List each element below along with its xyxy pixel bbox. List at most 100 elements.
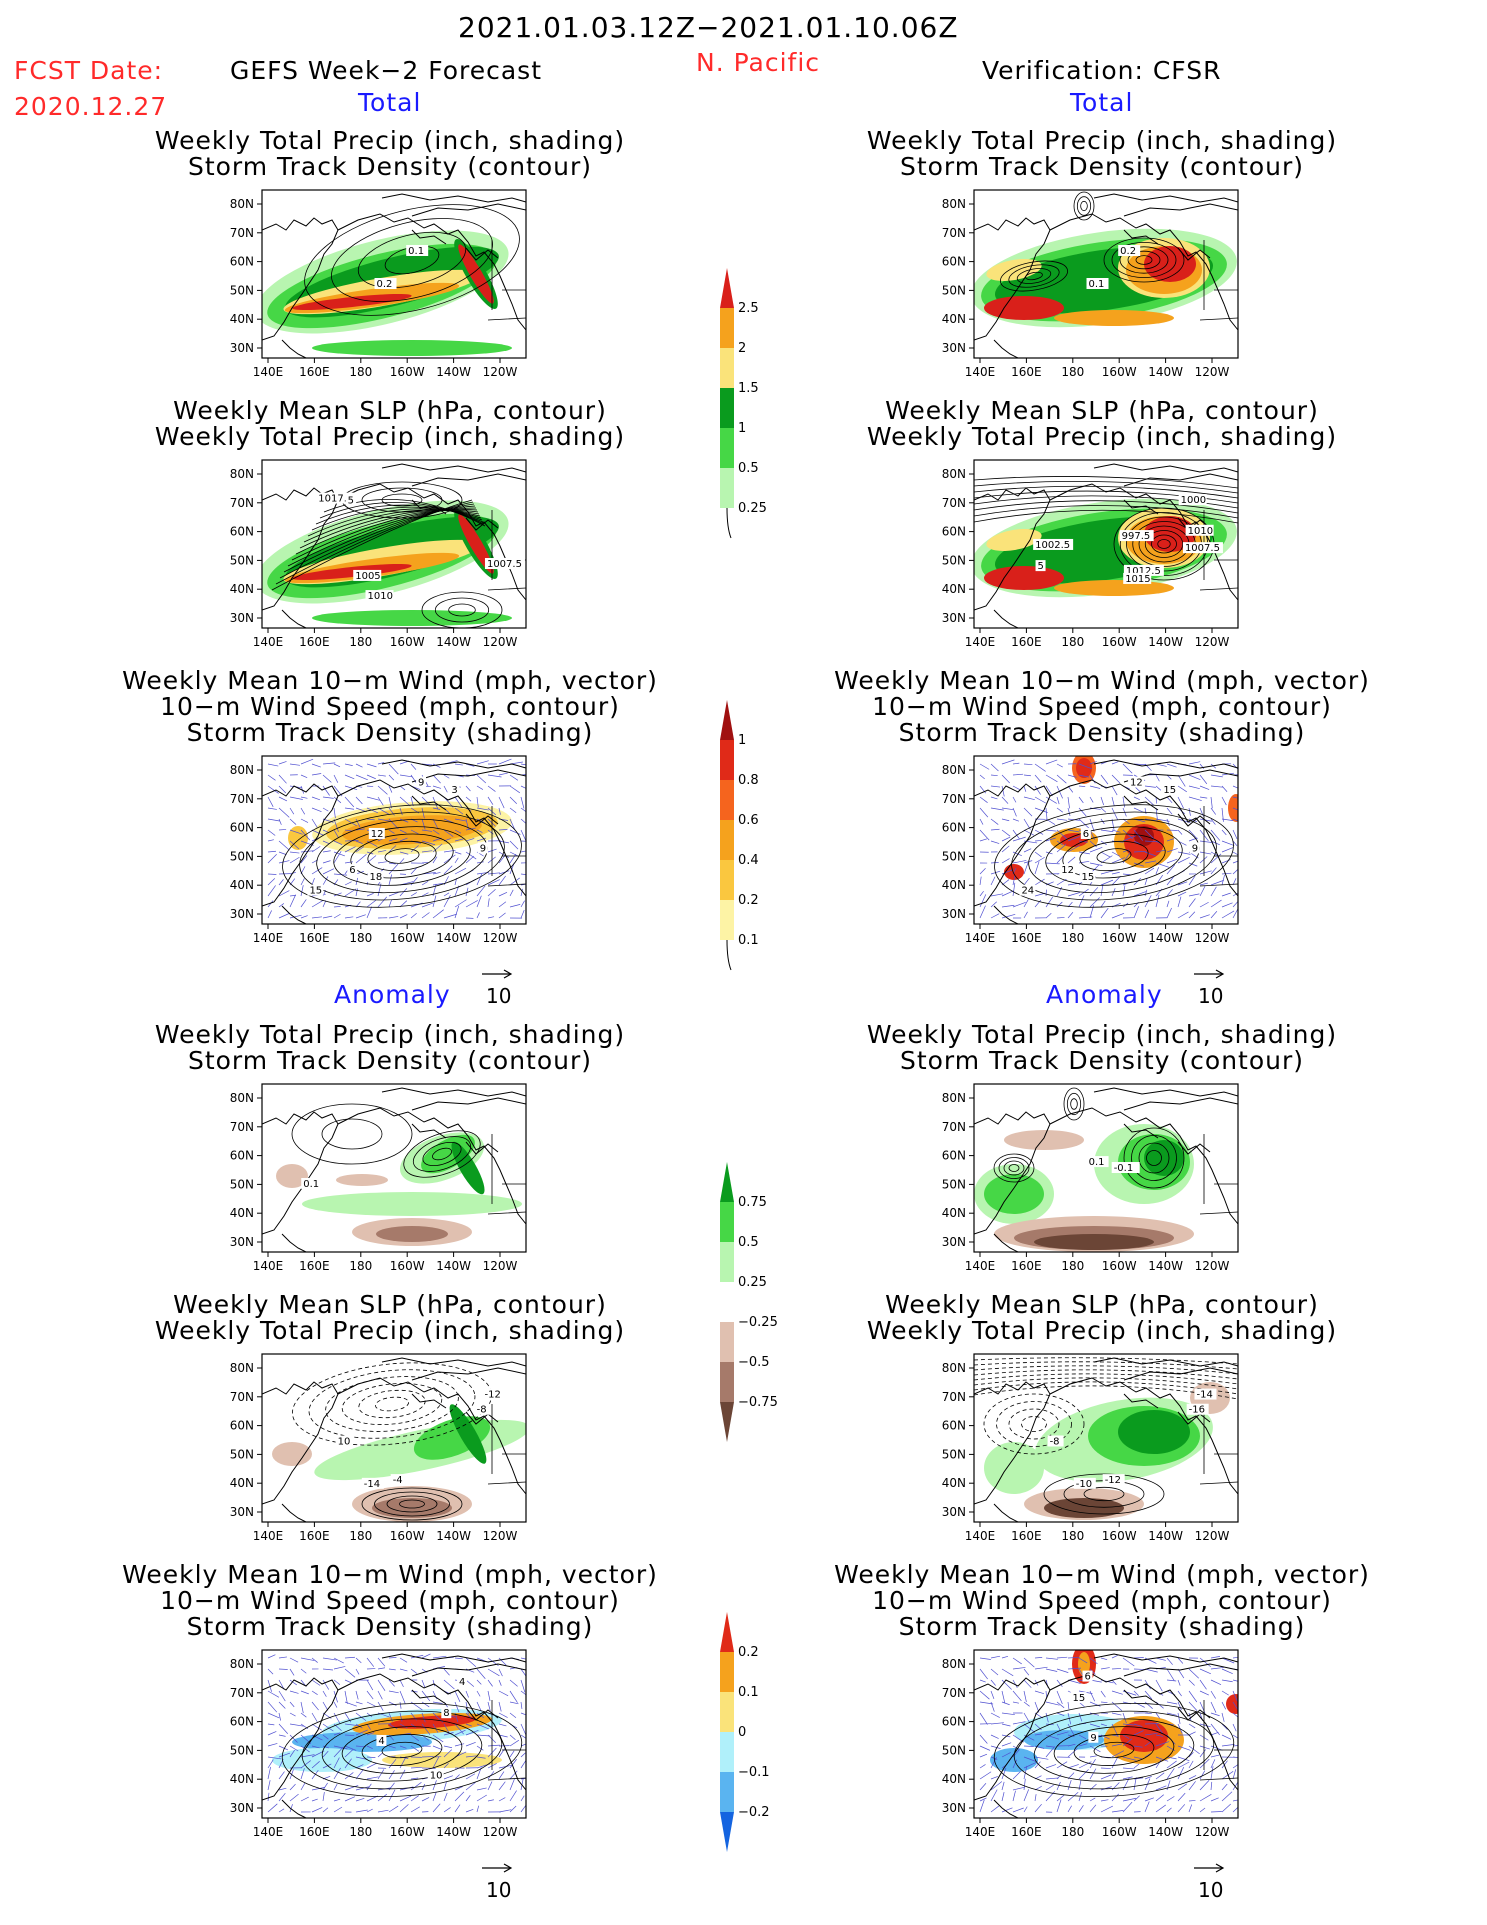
caption-v-total-slp: Weekly Mean SLP (hPa, contour) Weekly Tot… [866, 396, 1338, 451]
lat-tick-label: 60N [942, 525, 966, 539]
lon-tick-label: 120W [483, 931, 518, 945]
lat-tick-label: 30N [230, 1235, 254, 1249]
caption-f-anom-slp: Weekly Mean SLP (hPa, contour) Weekly Tot… [154, 1290, 626, 1345]
lat-tick-label: 60N [230, 525, 254, 539]
lat-tick-label: 30N [942, 1801, 966, 1815]
fcst-date-value: 2020.12.27 [14, 92, 168, 121]
section-anomaly-right: Anomaly [1046, 980, 1163, 1009]
contour-label: -10 [1076, 1479, 1092, 1490]
contour-label: -12 [1105, 1475, 1121, 1486]
lat-tick-label: 30N [942, 341, 966, 355]
lat-tick-label: 50N [230, 849, 254, 863]
lat-tick-label: 70N [230, 1390, 254, 1404]
colorbar-svg: 0.75 0.5 0.25 −0.25 −0.5 −0.75 [720, 1162, 778, 1442]
lon-tick-label: 140E [965, 1259, 996, 1273]
lat-tick-label: 40N [230, 1476, 254, 1490]
lat-tick-label: 50N [230, 553, 254, 567]
lat-tick-label: 70N [942, 496, 966, 510]
colorbar-svg: 0.2 0.1 0 −0.1 −0.2 [720, 1612, 770, 1852]
lon-tick-label: 120W [1195, 365, 1230, 379]
lat-tick-label: 50N [942, 1743, 966, 1757]
lon-tick-label: 160W [390, 635, 425, 649]
lon-tick-label: 160W [390, 931, 425, 945]
caption-f-anom-precip: Weekly Total Precip (inch, shading) Storm… [154, 1020, 626, 1075]
section-total-left: Total [358, 88, 422, 117]
colorbar-label: 0.75 [738, 1195, 767, 1210]
caption-f-total-slp: Weekly Mean SLP (hPa, contour) Weekly Tot… [154, 396, 626, 451]
lat-tick-label: 30N [942, 1235, 966, 1249]
lon-tick-label: 120W [483, 1259, 518, 1273]
lat-tick-label: 40N [942, 312, 966, 326]
lat-tick-label: 50N [230, 1743, 254, 1757]
lon-tick-label: 140E [965, 635, 996, 649]
map-svg: -0.1 0.1 80N 70N 60N 50N 40N 30N 140E 160E 180 160W… [942, 1083, 1239, 1273]
contour-label: 0.1 [303, 1179, 319, 1190]
section-anomaly-left: Anomaly [334, 980, 451, 1009]
lat-tick-label: 60N [942, 1715, 966, 1729]
lon-tick-label: 140W [436, 1825, 471, 1839]
contour-label: 1000 [1181, 495, 1206, 506]
lat-tick-label: 30N [230, 1505, 254, 1519]
contour-label: 15 [1073, 1693, 1086, 1704]
contour-label: 12 [371, 829, 384, 840]
map-svg: 6 9 12 18 15 9 3 80N 70N 60N 50N 40N 30N 140E 160E 180 1… [230, 755, 527, 945]
map-v-anom-precip: -0.1 0.1 80N 70N 60N 50N 40N 30N 140E 160E 180 160W… [924, 1080, 1248, 1284]
lat-tick-label: 40N [942, 1206, 966, 1220]
lon-tick-label: 160W [1102, 1825, 1137, 1839]
map-v-total-wind: 12 9 6 15 24 12 15 80N 70N 60N 50N 40N 30N 140E 160E 18… [924, 752, 1248, 956]
lat-tick-label: 80N [230, 197, 254, 211]
map-f-anom-precip: 0.1 80N 70N 60N 50N 40N 30N 140E 160E 180 160W 140W… [212, 1080, 536, 1284]
contour-label: 0.1 [408, 246, 424, 257]
contour-label: -16 [1189, 1405, 1205, 1416]
lon-tick-label: 160E [299, 1529, 330, 1543]
lon-tick-label: 140W [1148, 635, 1183, 649]
lon-tick-label: 160W [1102, 365, 1137, 379]
lon-tick-label: 140E [965, 931, 996, 945]
colorbar-label: 1 [738, 733, 746, 748]
colorbar-label: 2.5 [738, 301, 759, 316]
lat-tick-label: 60N [942, 1419, 966, 1433]
lon-tick-label: 140E [253, 931, 284, 945]
contour-label: 9 [480, 843, 486, 854]
contour-label: 24 [1021, 886, 1034, 897]
lat-tick-label: 60N [942, 1149, 966, 1163]
map-v-total-slp: 1007.5 1002.5 1000 1010 997.5 1012.5 1015 5 80N 7… [924, 456, 1248, 660]
contour-label: 12 [1061, 865, 1074, 876]
lon-tick-label: 140W [1148, 1825, 1183, 1839]
lon-tick-label: 160E [299, 635, 330, 649]
map-f-total-slp: 1010 1017.5 1007.5 1005 5 80N 70N 60N 50N 40N 30N 1… [212, 456, 536, 660]
lat-tick-label: 60N [230, 1715, 254, 1729]
map-f-total-precip: 0.2 0.1 80N 70N 60N 50N 40N 30N 140E 160E 180 160W 1… [212, 186, 536, 390]
section-total-right: Total [1070, 88, 1134, 117]
colorbar-svg: 2.5 2 1.5 1 0.5 0.25 [720, 268, 767, 539]
lat-tick-label: 50N [942, 849, 966, 863]
contour-label: 6 [1083, 829, 1089, 840]
lat-tick-label: 70N [942, 792, 966, 806]
vector-key-f-anom: 10 [480, 1854, 514, 1902]
contour-label: -12 [485, 1390, 501, 1401]
contour-label: 10 [338, 1436, 351, 1447]
lon-tick-label: 140E [965, 1825, 996, 1839]
lat-tick-label: 50N [942, 1447, 966, 1461]
lat-tick-label: 30N [230, 1801, 254, 1815]
lat-tick-label: 70N [942, 1686, 966, 1700]
lat-tick-label: 80N [230, 763, 254, 777]
vector-key-v-anom: 10 [1192, 1854, 1226, 1902]
lon-tick-label: 180 [1061, 1259, 1084, 1273]
caption-v-anom-precip: Weekly Total Precip (inch, shading) Storm… [866, 1020, 1338, 1075]
lat-tick-label: 30N [942, 907, 966, 921]
lat-tick-label: 30N [230, 907, 254, 921]
colorbar-label: 0.8 [738, 773, 759, 788]
lon-tick-label: 160W [1102, 1529, 1137, 1543]
lat-tick-label: 80N [942, 467, 966, 481]
lon-tick-label: 140W [1148, 931, 1183, 945]
lat-tick-label: 40N [230, 878, 254, 892]
contour-label: 1002.5 [1035, 540, 1070, 551]
lat-tick-label: 60N [230, 821, 254, 835]
lat-tick-label: 40N [230, 1772, 254, 1786]
colorbar-label: 0.2 [738, 1645, 759, 1660]
map-svg: 0.2 0.1 80N 70N 60N 50N 40N 30N 140E 160E 180 160W 1… [230, 189, 527, 379]
contour-label: 6 [1084, 1672, 1090, 1683]
lon-tick-label: 120W [1195, 635, 1230, 649]
lon-tick-label: 160W [1102, 931, 1137, 945]
